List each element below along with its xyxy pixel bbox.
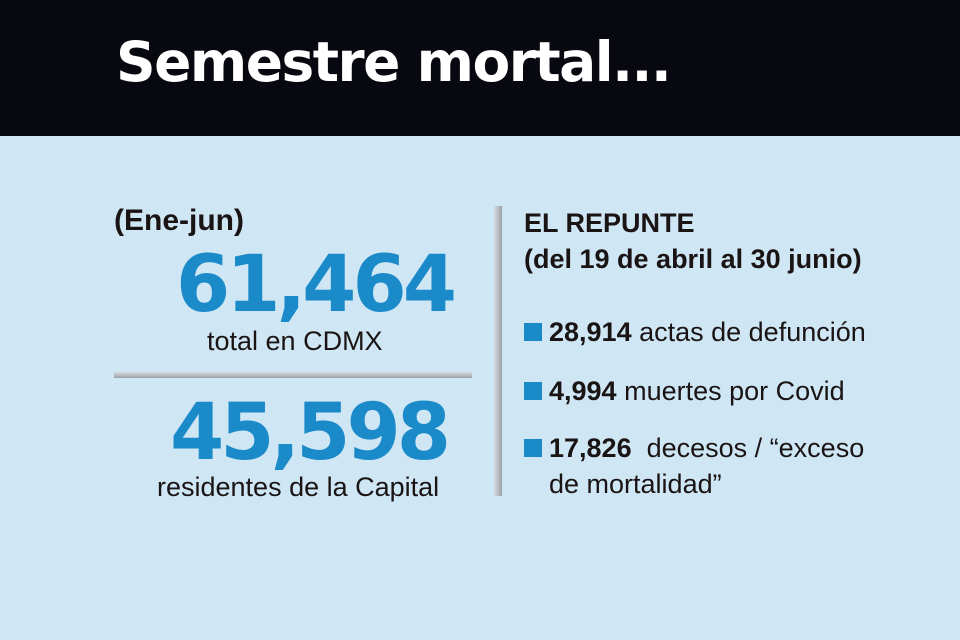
- bullet-square-icon: [524, 323, 542, 341]
- bullet-square-icon: [524, 382, 542, 400]
- stat-label: actas de defunción: [631, 317, 866, 347]
- header-banner: Semestre mortal...: [0, 0, 960, 136]
- stat-item-text: 4,994 muertes por Covid: [549, 373, 899, 409]
- stat-item-text: 28,914 actas de defunción: [549, 314, 899, 350]
- total-deaths-caption: total en CDMX: [207, 326, 383, 356]
- page-title: Semestre mortal...: [116, 30, 672, 94]
- stat-item-covid-deaths: 4,994 muertes por Covid: [524, 373, 899, 409]
- surge-heading: EL REPUNTE (del 19 de abril al 30 junio): [524, 205, 862, 277]
- stat-label: muertes por Covid: [616, 376, 845, 406]
- stat-item-text: 17,826 decesos / “exceso de mortalidad”: [549, 430, 899, 502]
- stat-item-death-certificates: 28,914 actas de defunción: [524, 314, 899, 350]
- stat-item-excess-mortality: 17,826 decesos / “exceso de mortalidad”: [524, 430, 899, 502]
- stat-value: 28,914: [549, 317, 632, 347]
- residents-deaths-number: 45,598: [170, 388, 451, 478]
- bullet-square-icon: [524, 439, 542, 457]
- total-deaths-number: 61,464: [176, 240, 457, 330]
- surge-heading-period: (del 19 de abril al 30 junio): [524, 244, 862, 274]
- surge-heading-title: EL REPUNTE: [524, 208, 695, 238]
- residents-deaths-caption: residentes de la Capital: [157, 472, 440, 502]
- stat-value: 4,994: [549, 376, 617, 406]
- stat-value: 17,826: [549, 433, 632, 463]
- vertical-divider: [494, 206, 502, 496]
- stat-label: decesos / “exceso de mortalidad”: [549, 433, 872, 499]
- period-label: (Ene-jun): [114, 204, 244, 237]
- horizontal-divider: [114, 372, 472, 378]
